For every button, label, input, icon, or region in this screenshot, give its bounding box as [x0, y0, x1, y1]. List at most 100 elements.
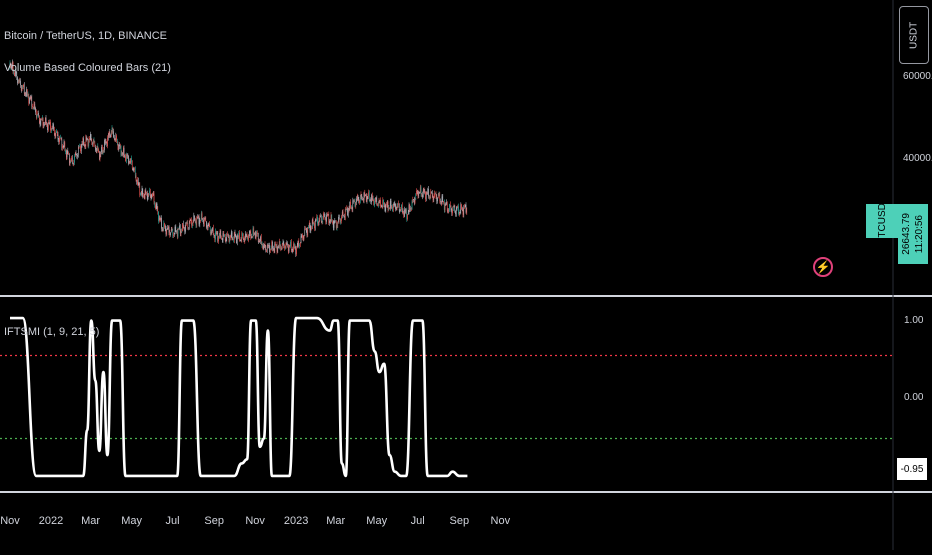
price-candle-body	[109, 131, 111, 137]
price-candle-body	[390, 201, 392, 206]
price-candle-body	[10, 64, 11, 69]
price-candle-body	[346, 208, 347, 210]
price-candle-body	[413, 199, 415, 203]
price-candle-body	[227, 234, 228, 235]
price-candle-body	[222, 233, 224, 241]
price-candle-body	[300, 236, 302, 243]
price-candle-body	[166, 229, 167, 235]
price-candle-body	[134, 168, 135, 170]
price-candle-body	[290, 241, 291, 247]
price-candle-body	[204, 218, 206, 220]
price-candle-body	[182, 223, 184, 228]
price-candle-body	[21, 87, 23, 91]
price-candle-body	[257, 233, 258, 234]
price-candle-body	[256, 232, 257, 234]
price-candle-body	[108, 135, 109, 138]
price-candle-body	[421, 194, 422, 195]
price-candle-body	[274, 243, 275, 253]
price-candle-body	[16, 73, 17, 78]
price-candle-body	[99, 154, 101, 159]
price-candle-body	[415, 194, 416, 201]
price-candle-body	[189, 219, 191, 224]
indicator-legend[interactable]: Volume Based Coloured Bars (21)	[4, 62, 171, 74]
price-candle-body	[275, 244, 277, 246]
price-candle-body	[461, 204, 462, 210]
price-candle-body	[38, 113, 39, 116]
price-candle-body	[45, 117, 47, 124]
price-candle-body	[144, 190, 146, 199]
price-candle-body	[191, 223, 193, 226]
symbol-legend[interactable]: Bitcoin / TetherUS, 1D, BINANCE	[4, 30, 168, 42]
price-candle-body	[446, 202, 448, 211]
price-candle-body	[73, 162, 75, 164]
price-candle-body	[59, 137, 60, 142]
price-candle-body	[63, 146, 64, 147]
price-candle-body	[301, 235, 302, 237]
price-candle-body	[90, 134, 92, 142]
price-candle-body	[451, 209, 452, 214]
price-candle-body	[267, 245, 269, 247]
price-candle-body	[96, 150, 97, 152]
price-candle-body	[71, 157, 72, 162]
price-candle-body	[416, 191, 418, 192]
price-candle-body	[394, 203, 395, 205]
price-candle-body	[195, 221, 197, 226]
price-candle-body	[436, 196, 437, 202]
price-candle-body	[401, 204, 403, 211]
time-axis-label: Sep	[204, 515, 224, 527]
price-candle-body	[284, 248, 286, 250]
price-candle-body	[294, 247, 296, 248]
price-candle-body	[30, 96, 32, 99]
price-candle-body	[347, 209, 349, 216]
price-candle-body	[247, 237, 248, 241]
price-candle-body	[37, 113, 39, 115]
price-candle-body	[298, 240, 299, 246]
price-candle-body	[60, 138, 62, 140]
price-candle-body	[221, 238, 222, 240]
price-candle-body	[165, 228, 167, 235]
price-candle-body	[460, 204, 461, 213]
price-candle-body	[117, 144, 119, 150]
price-candle-body	[350, 207, 352, 209]
price-candle-body	[72, 157, 73, 163]
price-candle-body	[49, 121, 51, 124]
price-candle-body	[47, 124, 48, 130]
price-candle-body	[419, 191, 420, 194]
price-candle-body	[352, 200, 353, 210]
quote-currency-button[interactable]: USDT	[899, 6, 929, 64]
iftsmi-legend[interactable]: IFTSMI (1, 9, 21, 5)	[4, 326, 100, 338]
price-candle-body	[141, 188, 143, 195]
indicator-levels	[0, 354, 893, 440]
alert-bolt-icon[interactable]: ⚡	[813, 257, 833, 277]
price-candle-body	[443, 202, 445, 210]
price-candle-body	[190, 219, 191, 221]
price-candle-body	[221, 238, 223, 241]
price-candle-body	[251, 236, 252, 239]
price-candle-body	[385, 204, 386, 212]
price-candle-body	[25, 93, 26, 97]
price-candle-body	[418, 193, 419, 197]
price-candle-body	[288, 247, 290, 252]
price-candle-body	[340, 220, 341, 223]
price-candle-body	[426, 193, 428, 195]
price-candle-body	[450, 207, 452, 210]
price-candle-body	[344, 216, 345, 218]
price-candle-body	[447, 210, 449, 212]
price-candle-body	[88, 139, 90, 146]
time-axis-label: 2022	[39, 515, 63, 527]
price-candle-body	[324, 216, 326, 219]
price-candle-body	[321, 221, 323, 222]
price-candle-body	[463, 206, 464, 215]
price-candle-body	[17, 82, 19, 84]
price-candle-body	[338, 217, 339, 222]
bar-countdown: 11:20:56	[914, 214, 925, 254]
price-candle-body	[218, 236, 219, 242]
price-candle-body	[249, 231, 251, 234]
price-candle-body	[410, 208, 412, 210]
price-candle-body	[362, 200, 364, 201]
price-candle-body	[108, 131, 110, 136]
price-candle-body	[284, 245, 285, 249]
price-candle-body	[157, 208, 158, 212]
